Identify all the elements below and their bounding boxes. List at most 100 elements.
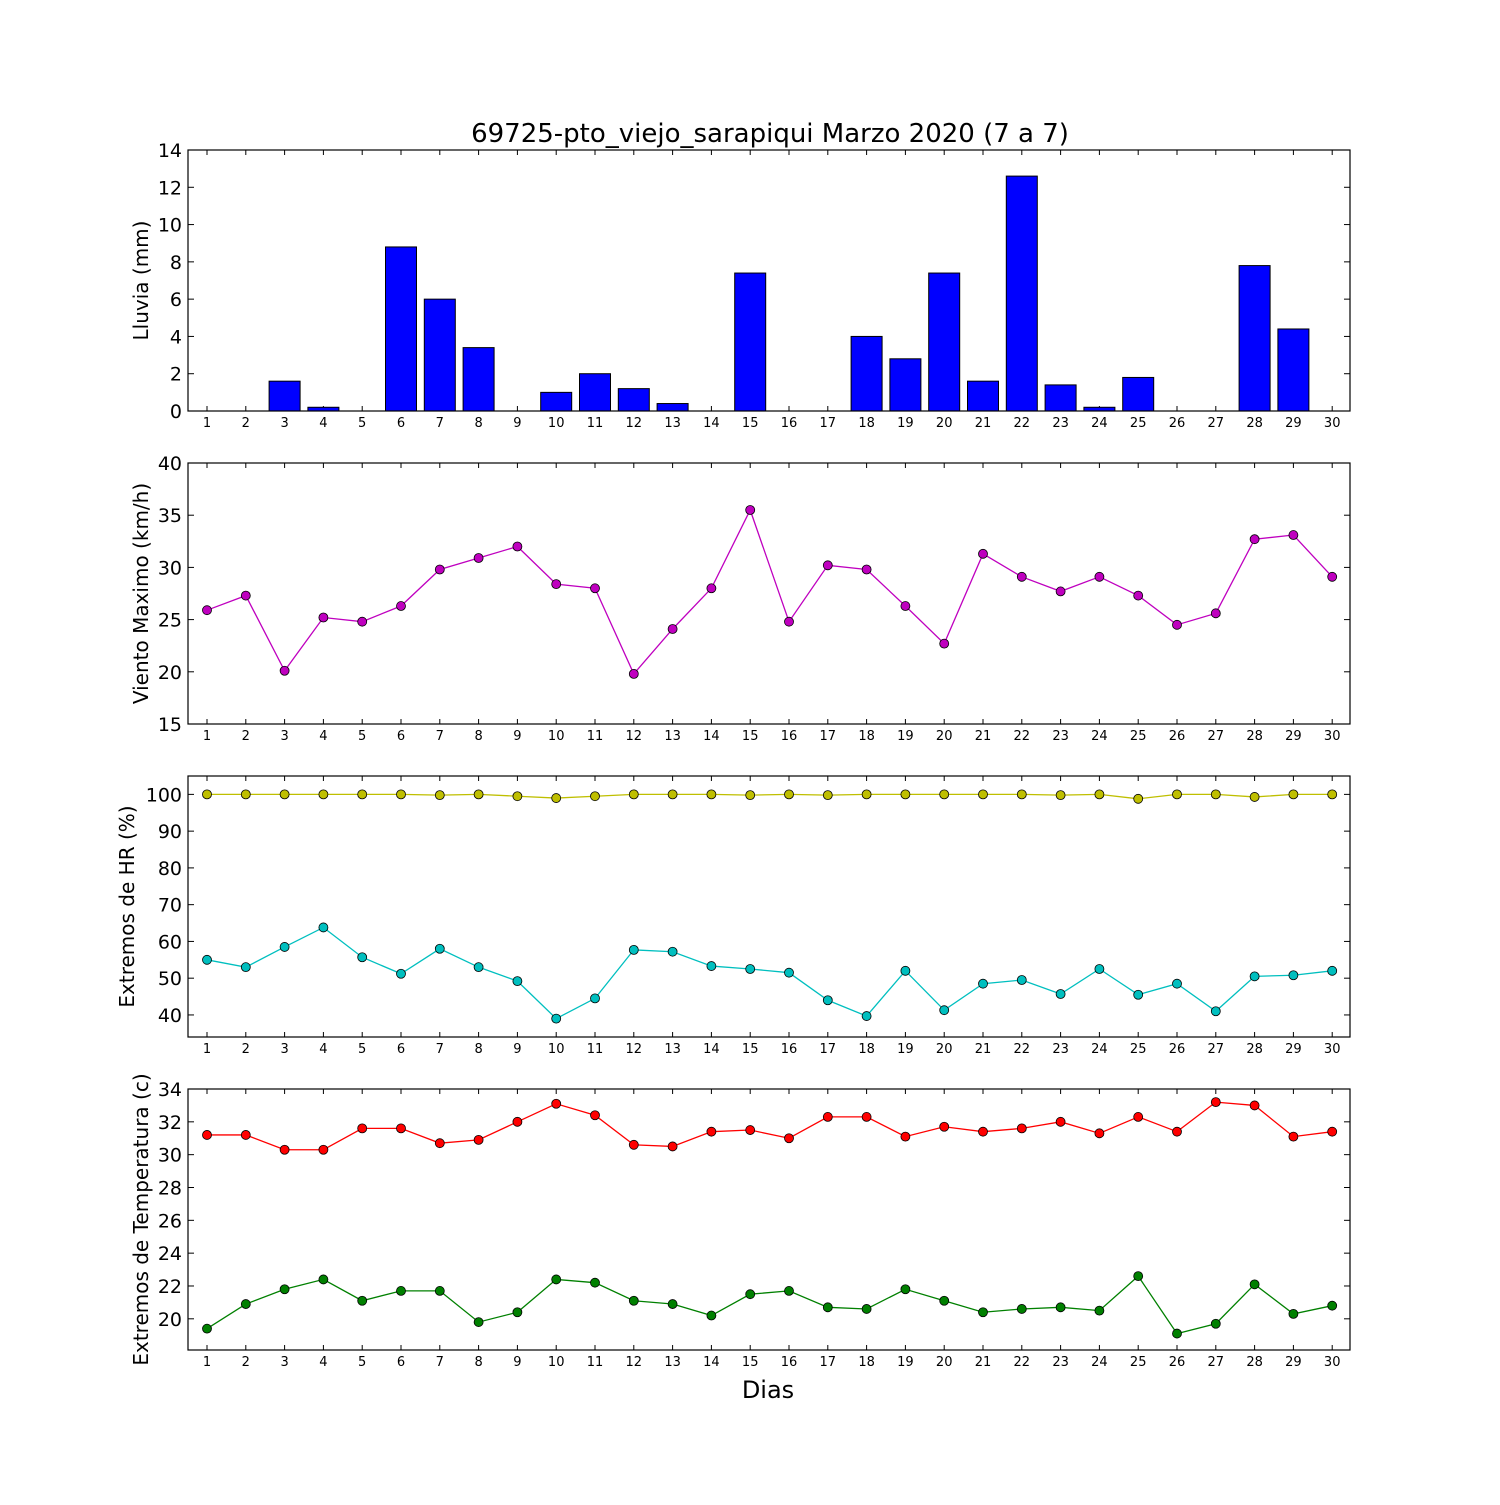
data-point bbox=[978, 789, 988, 800]
bar bbox=[656, 403, 689, 412]
data-point bbox=[551, 1013, 562, 1024]
x-tick-label: 20 bbox=[936, 729, 953, 744]
x-tick-label: 26 bbox=[1169, 1355, 1186, 1370]
y-tick-label: 26 bbox=[158, 1210, 182, 1232]
x-tick-label: 9 bbox=[513, 1042, 521, 1057]
plot-frame bbox=[187, 149, 1351, 412]
plot-frame bbox=[187, 462, 1351, 725]
x-tick-label: 11 bbox=[587, 729, 604, 744]
data-point bbox=[1133, 1112, 1144, 1122]
data-point bbox=[1249, 792, 1260, 802]
x-tick-label: 12 bbox=[626, 729, 643, 744]
x-tick-label: 13 bbox=[664, 1355, 681, 1370]
data-point bbox=[628, 789, 639, 800]
data-point bbox=[434, 564, 445, 575]
x-tick-label: 23 bbox=[1052, 416, 1069, 431]
data-point bbox=[1249, 971, 1260, 982]
data-point bbox=[396, 789, 406, 800]
data-point bbox=[900, 965, 911, 976]
data-point bbox=[279, 665, 290, 676]
data-point bbox=[1288, 970, 1299, 981]
x-tick-label: 20 bbox=[936, 1042, 953, 1057]
x-tick-label: 27 bbox=[1208, 416, 1225, 431]
x-tick-label: 26 bbox=[1169, 729, 1186, 744]
series-line bbox=[207, 1101, 1333, 1151]
y-tick-label: 90 bbox=[158, 821, 182, 843]
x-tick-label: 19 bbox=[897, 1042, 914, 1057]
x-tick-label: 7 bbox=[436, 729, 444, 744]
x-tick-label: 22 bbox=[1014, 1355, 1031, 1370]
x-tick-label: 6 bbox=[397, 1042, 405, 1057]
data-point bbox=[667, 789, 678, 800]
x-tick-label: 14 bbox=[703, 1355, 720, 1370]
y-axis-label: Viento Maximo (km/h) bbox=[129, 483, 153, 704]
x-tick-label: 25 bbox=[1130, 729, 1147, 744]
series-line bbox=[206, 1275, 1333, 1335]
x-tick-label: 7 bbox=[436, 1355, 444, 1370]
bar bbox=[423, 298, 456, 412]
bar bbox=[1277, 328, 1310, 412]
data-point bbox=[357, 952, 368, 963]
x-tick-label: 15 bbox=[742, 416, 759, 431]
data-point bbox=[473, 789, 484, 800]
data-point bbox=[512, 541, 523, 552]
data-point bbox=[939, 1295, 950, 1306]
data-point bbox=[1288, 1308, 1299, 1319]
x-tick-label: 13 bbox=[664, 1042, 681, 1057]
data-point bbox=[590, 583, 600, 594]
data-point bbox=[1016, 975, 1027, 985]
x-tick-label: 25 bbox=[1130, 1042, 1147, 1057]
x-tick-label: 11 bbox=[587, 1355, 604, 1370]
data-point bbox=[1133, 1271, 1144, 1282]
data-point bbox=[667, 1299, 678, 1309]
x-tick-label: 28 bbox=[1246, 729, 1263, 744]
y-axis-label: Extremos de HR (%) bbox=[115, 805, 139, 1007]
data-point bbox=[1016, 1123, 1027, 1134]
data-point bbox=[202, 605, 212, 616]
x-tick-label: 21 bbox=[975, 416, 992, 431]
data-point bbox=[1327, 1300, 1338, 1311]
x-tick-label: 16 bbox=[781, 1355, 798, 1370]
x-tick-label: 4 bbox=[319, 1042, 327, 1057]
data-point bbox=[1327, 1126, 1338, 1137]
x-tick-label: 3 bbox=[280, 416, 288, 431]
x-tick-label: 21 bbox=[975, 1042, 992, 1057]
series-line bbox=[206, 508, 1333, 676]
x-tick-label: 20 bbox=[936, 1355, 953, 1370]
x-tick-label: 13 bbox=[664, 416, 681, 431]
data-point bbox=[551, 1098, 562, 1109]
data-point bbox=[1016, 571, 1027, 582]
y-axis-label: Lluvia (mm) bbox=[129, 221, 153, 341]
data-point bbox=[1288, 1131, 1299, 1142]
x-tick-label: 2 bbox=[242, 1042, 250, 1057]
data-point bbox=[396, 601, 406, 611]
data-point bbox=[590, 1110, 600, 1121]
data-point bbox=[1055, 790, 1066, 801]
x-tick-label: 16 bbox=[781, 1042, 798, 1057]
bar bbox=[928, 272, 961, 412]
y-tick-label: 40 bbox=[158, 1005, 182, 1027]
x-tick-label: 3 bbox=[280, 729, 288, 744]
data-point bbox=[473, 1134, 484, 1145]
data-point bbox=[240, 590, 251, 601]
data-point bbox=[1055, 1302, 1066, 1313]
data-point bbox=[861, 1112, 872, 1122]
data-point bbox=[1210, 1006, 1221, 1017]
data-point bbox=[900, 1131, 911, 1142]
data-point bbox=[861, 789, 872, 800]
x-tick-label: 1 bbox=[203, 1355, 211, 1370]
data-point bbox=[202, 789, 212, 800]
data-point bbox=[784, 789, 794, 800]
data-point bbox=[1055, 586, 1066, 597]
data-point bbox=[357, 1295, 368, 1306]
data-point bbox=[900, 601, 911, 611]
data-point bbox=[279, 1284, 290, 1295]
y-tick-label: 24 bbox=[158, 1243, 182, 1265]
data-point bbox=[1210, 1097, 1221, 1108]
data-point bbox=[434, 1138, 445, 1149]
bar bbox=[889, 358, 922, 412]
